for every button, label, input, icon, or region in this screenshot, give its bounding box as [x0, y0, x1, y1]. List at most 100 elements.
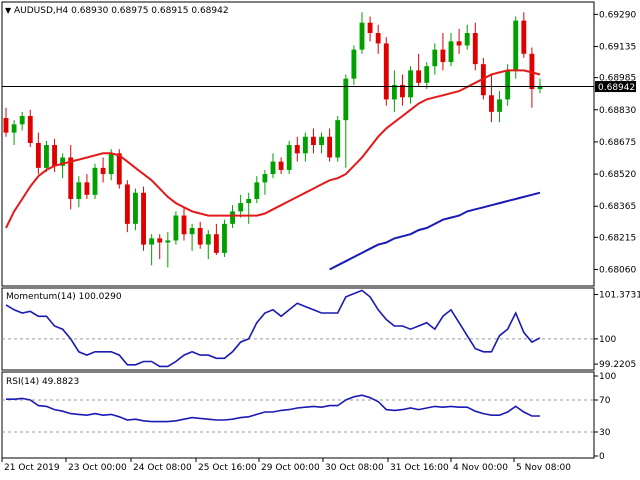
candle-body [278, 161, 284, 170]
candle-body [173, 215, 179, 241]
candle-body [424, 66, 430, 83]
time-axis: 21 Oct 2019 23 Oct 00:00 24 Oct 08:00 25 Oc… [1, 458, 571, 473]
candle-body [416, 70, 422, 83]
time-tick-label: 31 Oct 16:00 [390, 463, 449, 473]
candle-body [513, 20, 519, 71]
candle-body [213, 234, 219, 253]
indicator-tick-label: 70 [599, 396, 611, 406]
candle-body [294, 145, 300, 154]
candle-body [35, 142, 41, 168]
time-tick-label: 24 Oct 08:00 [133, 463, 192, 473]
momentum-panel-frame [1, 287, 595, 371]
price-tick-label: 0.68830 [599, 106, 636, 116]
time-tick-label: 23 Oct 00:00 [68, 463, 127, 473]
rsi-ticks: 100 70 30 0 [2, 372, 616, 462]
candle-body [238, 203, 244, 212]
candle-body [359, 22, 365, 50]
candle-body [141, 192, 146, 245]
candle-body [521, 20, 527, 54]
candle-body [351, 49, 357, 79]
candle-body [497, 99, 502, 112]
price-tick-label: 0.68985 [599, 74, 636, 84]
last-price-label: 0.68942 [598, 83, 635, 93]
indicator-tick-label: 100 [599, 372, 616, 382]
rsi-title: RSI(14) 49.8823 [6, 377, 79, 387]
candle-body [302, 136, 308, 154]
momentum-ticks: 101.3731 100 99.2205 [2, 290, 640, 370]
candle-body [319, 136, 324, 146]
candle-body [60, 157, 66, 166]
price-panel-frame [1, 1, 595, 287]
momentum-title: Momentum(14) 100.0290 [6, 292, 122, 302]
candle-body [311, 136, 316, 146]
candle-body [197, 228, 203, 245]
indicator-tick-label: 100 [599, 335, 616, 345]
price-tick-label: 0.68215 [599, 233, 636, 243]
candle-body [262, 174, 268, 183]
candle-body [116, 153, 122, 185]
candle-body [157, 238, 163, 243]
candle-body [505, 70, 511, 100]
candle-body [76, 182, 82, 199]
symbol-arrow-icon: ▼ [5, 6, 12, 15]
candle-body [375, 33, 381, 44]
candle-body [254, 182, 260, 199]
candle-body [440, 49, 446, 63]
candle-body [205, 234, 211, 245]
candle-body [432, 49, 438, 67]
candle-body [27, 116, 33, 143]
candle-body [464, 33, 470, 46]
candle-body [165, 240, 171, 243]
price-tick-label: 0.68060 [599, 265, 636, 275]
candle-body [335, 120, 341, 158]
time-tick-label: 5 Nov 08:00 [516, 463, 571, 473]
candle-body [149, 238, 155, 245]
indicator-tick-label: 30 [599, 428, 611, 438]
candle-body [108, 153, 114, 175]
price-ticks: 0.69290 0.69135 0.68985 0.68830 0.68675 0.685… [594, 10, 636, 275]
candle-body [230, 211, 235, 224]
candle-body [343, 78, 349, 121]
candle-body [383, 43, 389, 100]
indicator-tick-label: 101.3731 [599, 290, 640, 300]
candle-body [408, 70, 413, 98]
time-tick-label: 30 Oct 08:00 [325, 463, 384, 473]
price-tick-label: 0.68365 [599, 202, 636, 212]
time-tick-label: 25 Oct 16:00 [198, 463, 257, 473]
momentum-line [5, 289, 541, 368]
indicator-tick-label: 99.2205 [599, 360, 636, 370]
ma-fast-line [5, 69, 541, 229]
time-tick-label: 29 Oct 00:00 [261, 463, 320, 473]
candle-body [181, 215, 187, 235]
ma-slow-line [329, 191, 541, 271]
candle-body [100, 167, 106, 175]
candle-body [19, 116, 25, 125]
candle-body [400, 84, 405, 98]
candle-body [472, 33, 478, 65]
price-tick-label: 0.69290 [599, 10, 636, 20]
candlestick-series [3, 12, 543, 268]
candle-body [270, 161, 276, 175]
candle-body [286, 145, 292, 170]
candle-body [391, 84, 397, 100]
candle-body [133, 192, 138, 224]
candle-body [327, 136, 333, 158]
candle-body [84, 182, 90, 195]
price-tick-label: 0.69135 [599, 43, 636, 53]
candle-body [537, 86, 543, 90]
candle-body [448, 41, 454, 63]
candle-body [44, 145, 49, 168]
last-price-label-box [595, 81, 636, 93]
candle-body [367, 22, 373, 34]
price-tick-label: 0.68675 [599, 138, 636, 148]
price-chart-title: AUDUSD,H4 0.68930 0.68975 0.68915 0.6894… [14, 6, 229, 16]
price-tick-label: 0.68520 [599, 170, 636, 180]
candle-body [489, 95, 494, 112]
candle-body [189, 228, 195, 235]
candle-body [246, 198, 252, 204]
candle-body [3, 118, 9, 133]
candle-body [11, 124, 17, 133]
candle-body [222, 223, 227, 253]
candle-body [52, 145, 57, 166]
